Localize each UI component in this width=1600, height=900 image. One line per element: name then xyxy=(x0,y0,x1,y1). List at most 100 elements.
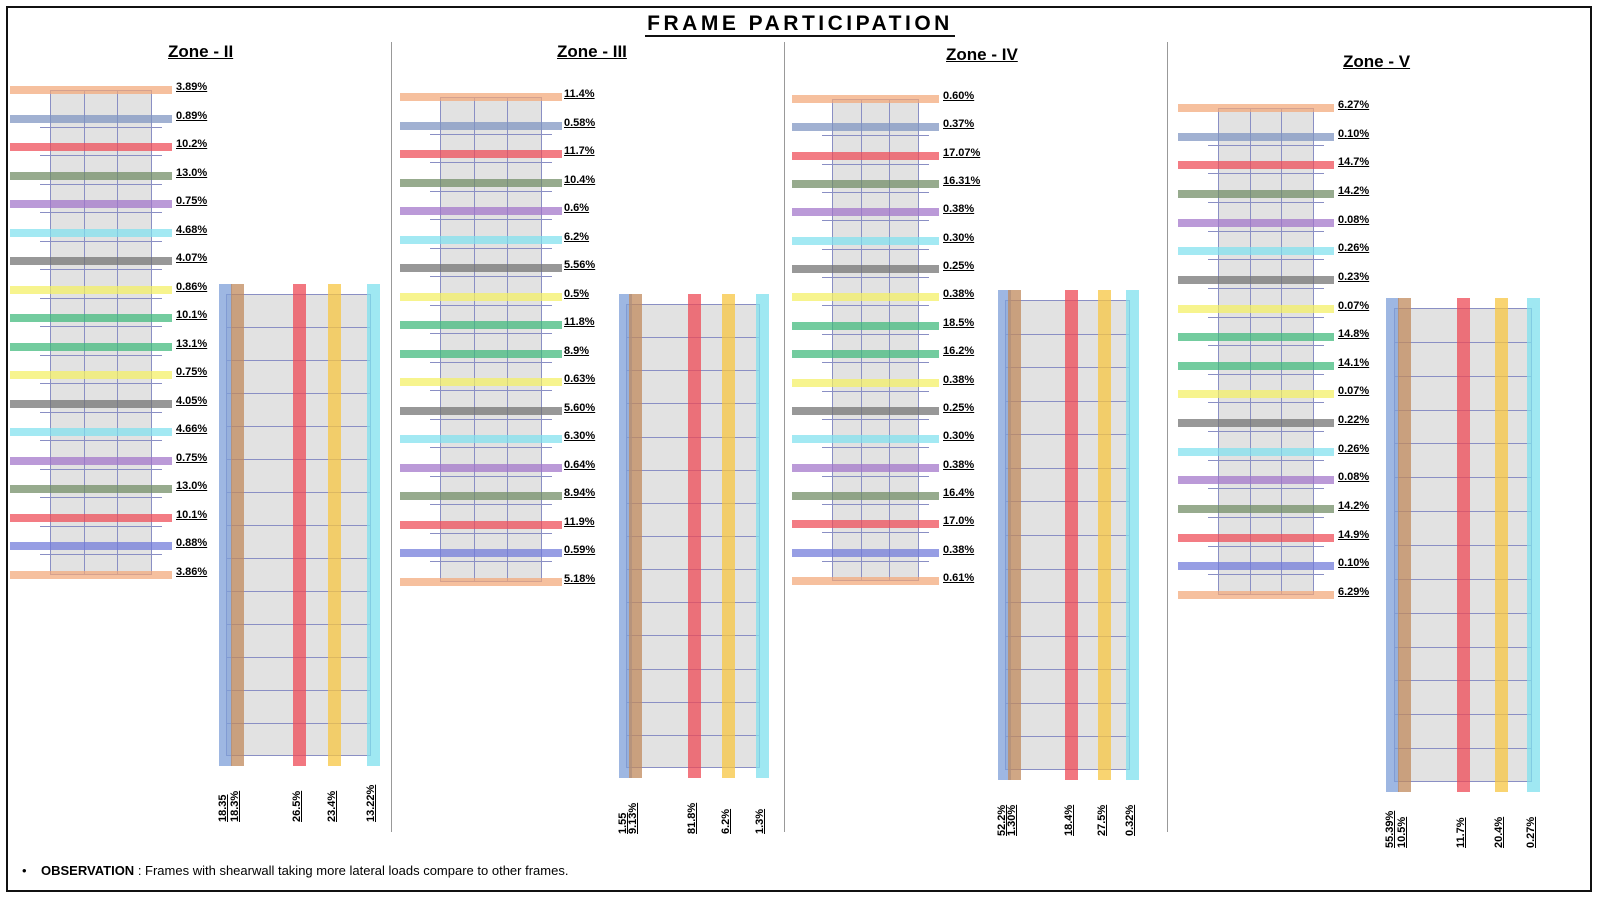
frame-percentage: 0.10% xyxy=(1338,557,1370,570)
plan-floor-line xyxy=(40,155,162,157)
frame-band xyxy=(1178,533,1334,542)
frame-band xyxy=(1178,304,1334,313)
plan-floor-line xyxy=(430,418,552,420)
frame-band xyxy=(1178,161,1334,170)
vertical-frame-band xyxy=(619,294,632,778)
frame-band xyxy=(400,406,562,415)
vertical-frame-percentage: 18.4% xyxy=(1063,804,1075,836)
vertical-frame-band xyxy=(367,284,380,766)
plan-floor-line xyxy=(822,277,929,279)
zone-title: Zone - V xyxy=(1343,52,1411,71)
frame-percentage: 0.26% xyxy=(1338,442,1370,455)
frame-band xyxy=(400,378,562,387)
vertical-frame-percentage: 18.3% xyxy=(229,790,241,822)
page-border xyxy=(6,6,1592,892)
frame-percentage: 5.60% xyxy=(564,401,596,414)
floor-plan xyxy=(50,90,152,575)
frame-band xyxy=(10,314,172,323)
frame-percentage: 0.5% xyxy=(564,287,590,300)
frame-band xyxy=(792,548,939,557)
frame-band xyxy=(1178,505,1334,514)
frame-percentage: 6.2% xyxy=(564,230,590,243)
frame-percentage: 8.94% xyxy=(564,487,596,500)
vertical-frame-percentage: 0.32% xyxy=(1124,804,1136,836)
plan-floor-line xyxy=(430,333,552,335)
plan-floor-line xyxy=(1208,173,1324,175)
vertical-frame-band xyxy=(219,284,232,766)
frame-percentage: 14.7% xyxy=(1338,156,1370,169)
frame-band xyxy=(792,463,939,472)
plan-floor-line xyxy=(40,240,162,242)
plan-floor-line xyxy=(40,525,162,527)
plan-floor-line xyxy=(1208,201,1324,203)
page-title: FRAME PARTICIPATION xyxy=(645,12,955,37)
plan-floor-line xyxy=(1208,287,1324,289)
frame-percentage: 0.08% xyxy=(1338,213,1370,226)
frame-band xyxy=(400,264,562,273)
plan-floor-line xyxy=(1208,373,1324,375)
plan-floor-line xyxy=(1208,345,1324,347)
frame-band xyxy=(10,171,172,180)
plan-floor-line xyxy=(430,361,552,363)
zone-title: Zone - III xyxy=(557,42,627,61)
frame-band xyxy=(792,180,939,189)
frame-band xyxy=(1178,419,1334,428)
frame-percentage: 6.30% xyxy=(564,430,596,443)
frame-percentage: 17.07% xyxy=(943,146,981,159)
vertical-frame-band xyxy=(1008,290,1021,780)
frame-percentage: 0.30% xyxy=(943,231,975,244)
plan-floor-line xyxy=(1208,488,1324,490)
plan-grid-line xyxy=(889,99,891,581)
frame-band xyxy=(1178,447,1334,456)
frame-percentage: 0.64% xyxy=(564,458,596,471)
plan-floor-line xyxy=(822,560,929,562)
frame-percentage: 11.4% xyxy=(564,88,595,100)
frame-band xyxy=(792,520,939,529)
frame-band xyxy=(10,399,172,408)
frame-percentage: 0.75% xyxy=(176,366,208,379)
frame-percentage: 0.89% xyxy=(176,109,208,122)
plan-floor-line xyxy=(430,276,552,278)
frame-band xyxy=(1178,189,1334,198)
frame-percentage: 0.30% xyxy=(943,430,975,443)
frame-band xyxy=(792,95,939,103)
frame-band xyxy=(400,463,562,472)
floor-plan xyxy=(440,97,542,582)
frame-percentage: 6.29% xyxy=(1338,586,1370,598)
frame-percentage: 0.25% xyxy=(943,401,975,414)
vertical-frame-percentage: 18.35 xyxy=(217,794,229,822)
frame-percentage: 16.2% xyxy=(943,345,975,358)
frame-band xyxy=(1178,390,1334,399)
plan-floor-line xyxy=(1208,545,1324,547)
zone-divider xyxy=(784,42,785,832)
vertical-frame-percentage: 13.22% xyxy=(365,784,377,822)
frame-percentage: 0.6% xyxy=(564,202,590,215)
bullet: • xyxy=(22,863,27,878)
vertical-frame-percentage: 11.7% xyxy=(1455,817,1467,848)
frame-percentage: 16.4% xyxy=(943,486,975,499)
vertical-frame-band xyxy=(1098,290,1111,780)
vertical-frame-percentage: 9.13% xyxy=(627,802,639,834)
plan-floor-line xyxy=(1208,230,1324,232)
frame-band xyxy=(400,321,562,330)
frame-percentage: 0.38% xyxy=(943,373,975,386)
frame-band xyxy=(10,228,172,237)
frame-percentage: 5.56% xyxy=(564,259,596,272)
frame-band xyxy=(792,406,939,415)
plan-floor-line xyxy=(430,304,552,306)
frame-band xyxy=(792,293,939,302)
frame-percentage: 11.8% xyxy=(564,316,595,329)
vertical-frame-band xyxy=(998,290,1011,780)
vertical-frame-band xyxy=(293,284,306,766)
frame-band xyxy=(400,292,562,301)
frame-band xyxy=(1178,132,1334,141)
plan-grid-line xyxy=(473,97,475,582)
plan-floor-line xyxy=(430,133,552,135)
frame-percentage: 0.88% xyxy=(176,537,208,550)
vertical-frame-band xyxy=(1527,298,1540,792)
frame-band xyxy=(10,542,172,551)
plan-floor-line xyxy=(40,497,162,499)
frame-band xyxy=(400,520,562,529)
plan-floor-line xyxy=(1208,402,1324,404)
frame-percentage: 4.05% xyxy=(176,394,208,407)
